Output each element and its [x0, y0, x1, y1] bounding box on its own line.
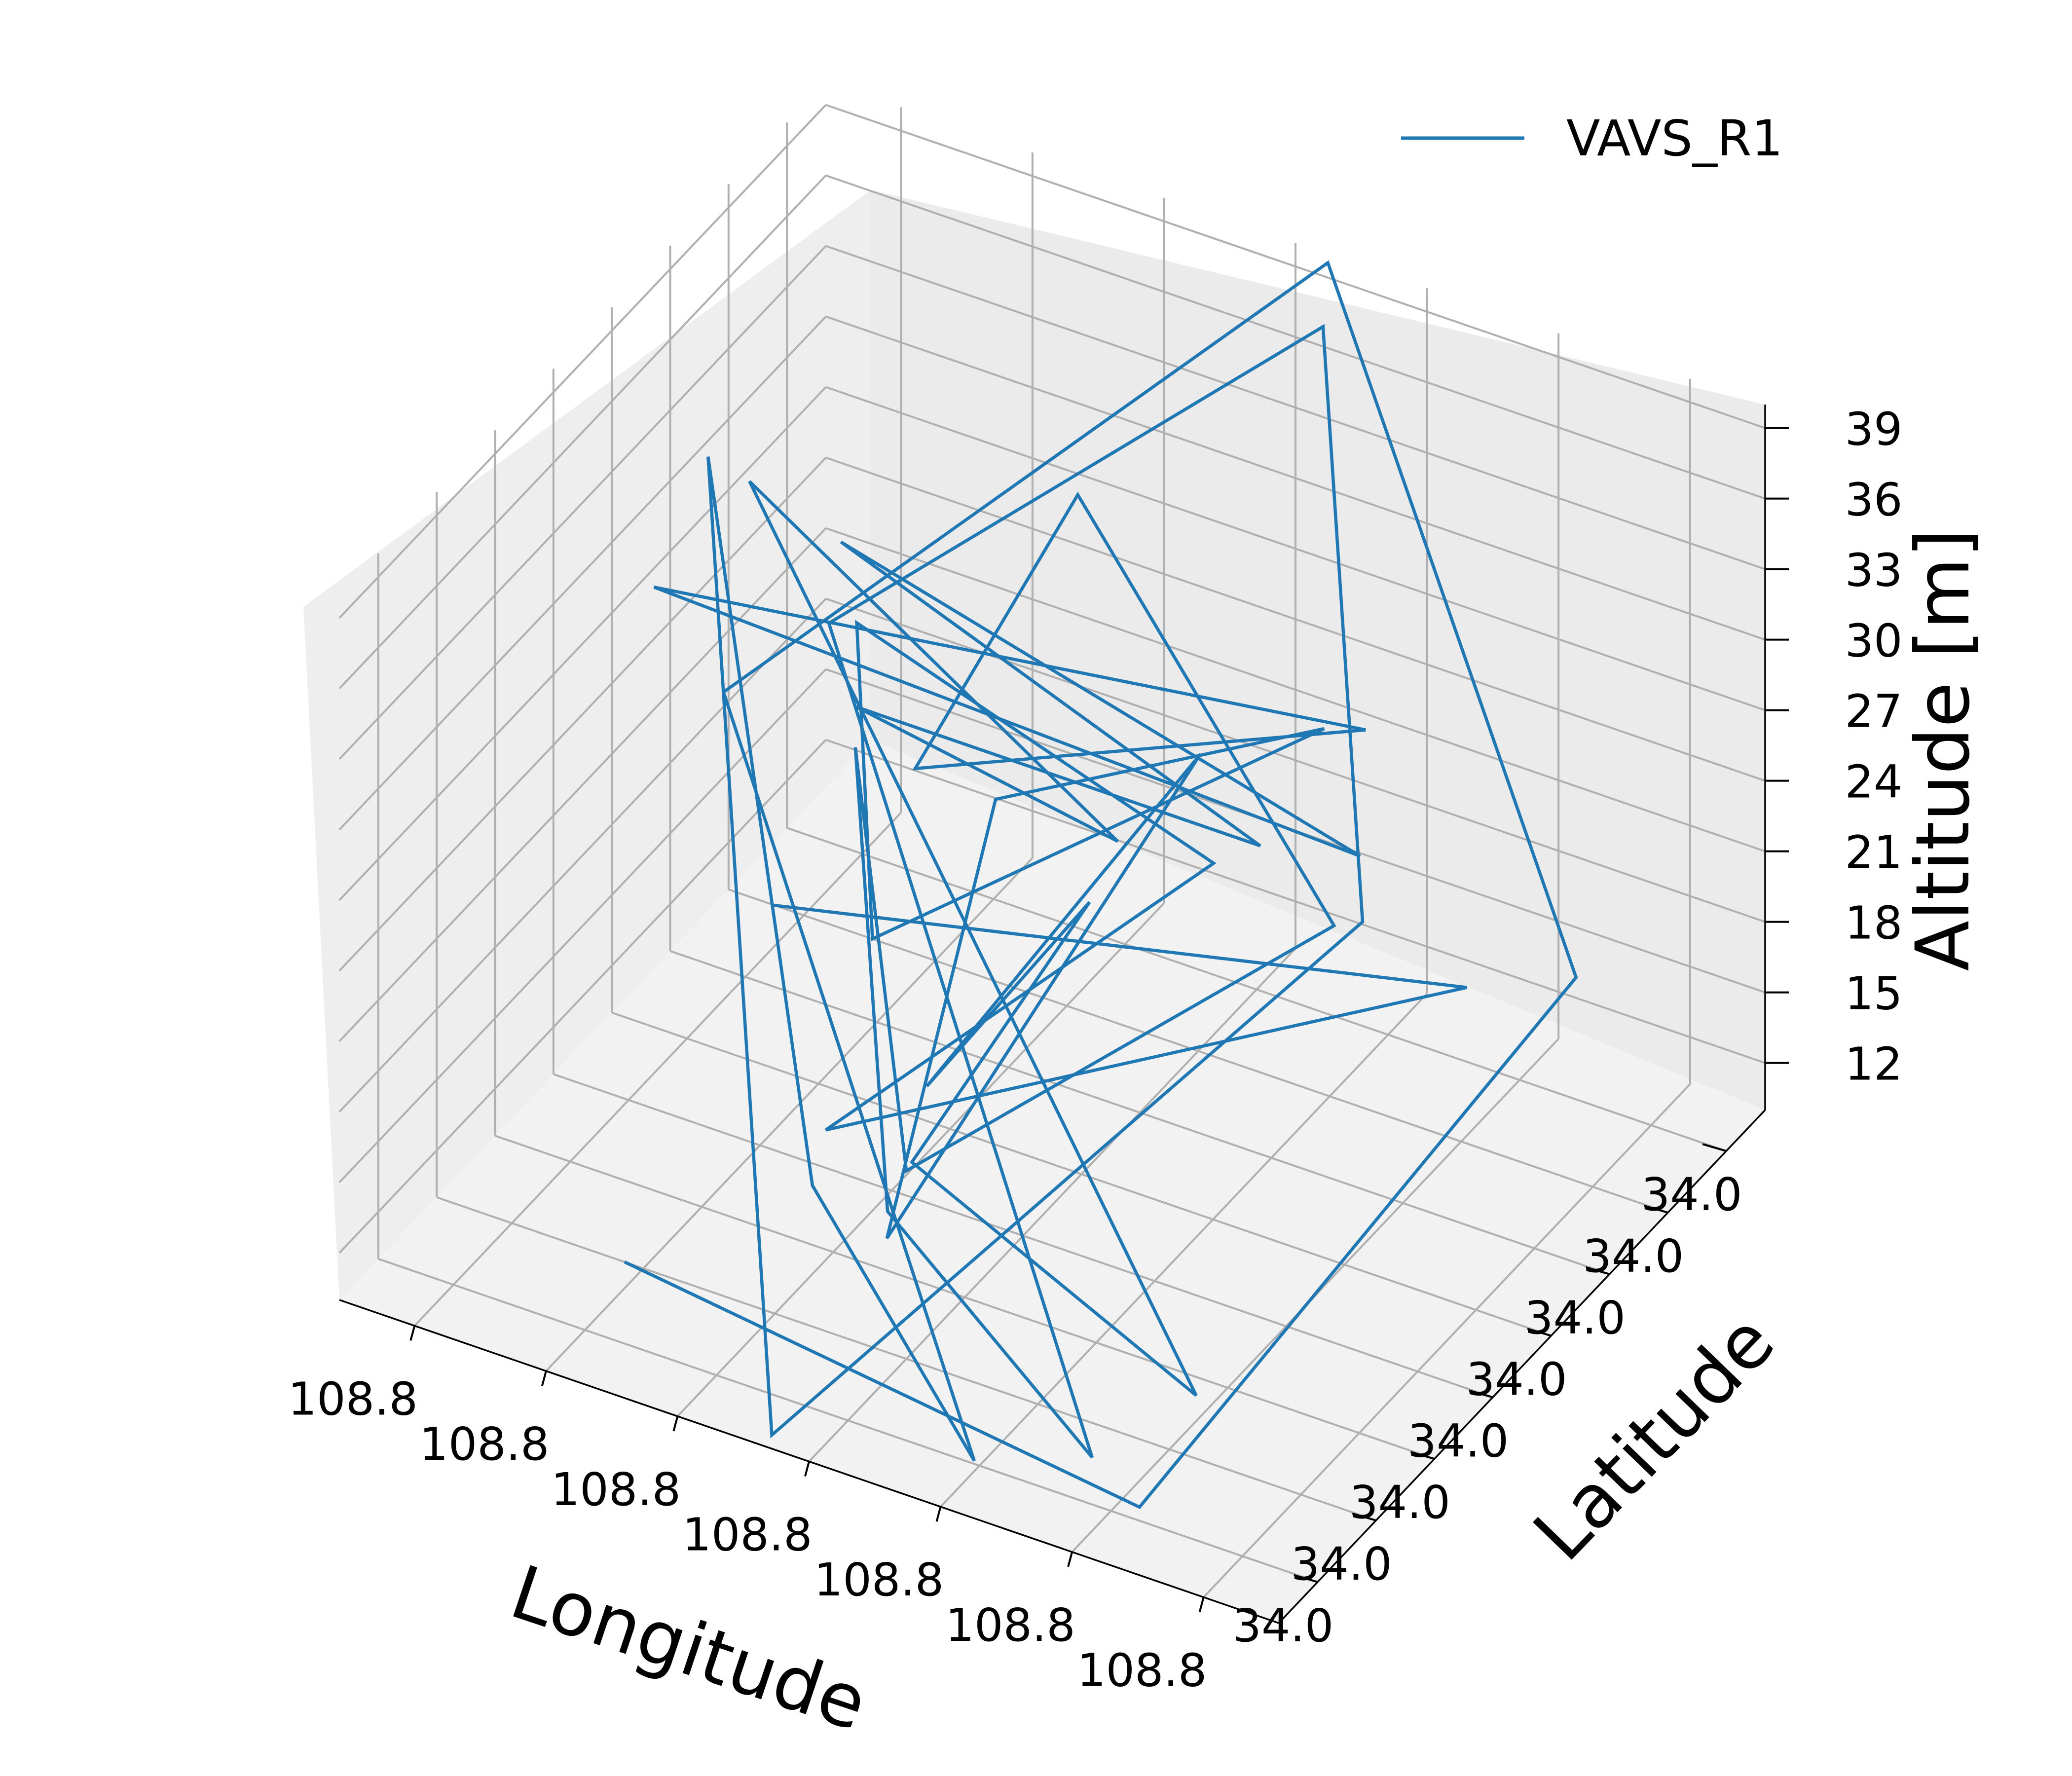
- y-tick-label: 34.0: [1407, 1414, 1509, 1467]
- y-tick-label: 34.0: [1232, 1599, 1333, 1652]
- z-tick-label: 24: [1845, 756, 1902, 809]
- z-grid-side: [338, 527, 827, 1042]
- x-grid-floor: [808, 948, 1296, 1462]
- legend: VAVS_R1: [1401, 110, 1783, 167]
- x-tick-label: 108.8: [288, 1372, 418, 1425]
- y-grid-floor: [378, 1258, 1318, 1583]
- y-tick: [1410, 1451, 1435, 1460]
- x-grid-floor: [413, 812, 902, 1327]
- z-grid-side: [338, 598, 827, 1113]
- y-tick: [1469, 1389, 1493, 1399]
- x-tick-label: 108.8: [814, 1554, 944, 1606]
- y-tick: [1294, 1574, 1318, 1583]
- x-tick-label: 108.8: [551, 1463, 681, 1516]
- y-tick-label: 34.0: [1641, 1168, 1742, 1221]
- y-grid-floor: [494, 1135, 1435, 1460]
- z-grid-back: [825, 315, 1766, 641]
- x-tick-label: 108.8: [419, 1418, 549, 1471]
- z-tick-label: 30: [1845, 615, 1902, 667]
- x-grid-floor: [676, 902, 1165, 1417]
- z-grid-back: [825, 739, 1766, 1064]
- x-tick: [1067, 1552, 1073, 1567]
- z-grid-side: [338, 386, 827, 901]
- y-grid-floor: [728, 888, 1668, 1214]
- z-grid-side: [338, 104, 827, 619]
- z-grid-back: [825, 174, 1766, 500]
- x-grid-floor: [545, 857, 1034, 1372]
- x-tick: [409, 1325, 416, 1341]
- y-tick-label: 34.0: [1524, 1292, 1626, 1344]
- z-tick-label: 27: [1845, 685, 1902, 738]
- z-grid-side: [338, 457, 827, 972]
- z-axis-ticks: 12 15 18 21 24 27 30 33 36 39: [1765, 403, 1903, 1091]
- grid-lines: [338, 104, 1766, 1598]
- z-tick-label: 33: [1845, 544, 1902, 597]
- x-tick: [935, 1506, 942, 1522]
- z-grid-back: [825, 104, 1766, 429]
- legend-label: VAVS_R1: [1566, 110, 1783, 167]
- x-tick: [1198, 1597, 1205, 1613]
- z-axis-label: Altitude [m]: [1900, 529, 1986, 971]
- trajectory-line: [624, 260, 1578, 1510]
- z-tick-label: 21: [1845, 826, 1902, 879]
- z-tick-label: 18: [1845, 897, 1902, 950]
- z-grid-back: [825, 245, 1766, 570]
- x-tick-label: 108.8: [682, 1509, 812, 1561]
- z-grid-side: [338, 316, 827, 831]
- z-grid-back: [825, 456, 1766, 782]
- z-tick-label: 15: [1845, 967, 1902, 1020]
- z-grid-side: [338, 245, 827, 760]
- x-grid-floor: [1203, 1083, 1691, 1598]
- z-grid-back: [825, 386, 1766, 711]
- x-grid-floor: [940, 993, 1428, 1508]
- y-tick: [1644, 1205, 1668, 1214]
- y-grid-floor: [436, 1196, 1376, 1521]
- series-vavs-r1: [624, 260, 1578, 1510]
- z-grid-back: [825, 527, 1766, 852]
- z-tick-label: 36: [1845, 474, 1902, 526]
- z-tick-label: 39: [1845, 403, 1902, 456]
- y-tick: [1702, 1143, 1727, 1152]
- y-tick: [1352, 1513, 1376, 1521]
- x-tick: [804, 1461, 810, 1477]
- y-tick: [1585, 1266, 1610, 1275]
- y-tick-label: 34.0: [1291, 1538, 1392, 1591]
- z-grid-side: [338, 739, 827, 1254]
- y-axis-line: [1278, 1109, 1766, 1624]
- z-tick-label: 12: [1845, 1038, 1902, 1091]
- y-grid-floor: [611, 1011, 1552, 1337]
- y-tick: [1527, 1328, 1552, 1337]
- x-tick-label: 108.8: [1077, 1644, 1207, 1697]
- z-grid-side: [338, 175, 827, 690]
- y-tick-label: 34.0: [1466, 1353, 1567, 1406]
- x-tick-label: 108.8: [945, 1599, 1075, 1652]
- x-tick: [541, 1370, 547, 1386]
- y-tick-label: 34.0: [1349, 1476, 1450, 1529]
- y-axis-ticks: 34.0 34.0 34.0 34.0 34.0 34.0 34.0 34.0: [1232, 1143, 1742, 1652]
- x-tick: [672, 1416, 679, 1432]
- y-tick-label: 34.0: [1583, 1230, 1684, 1283]
